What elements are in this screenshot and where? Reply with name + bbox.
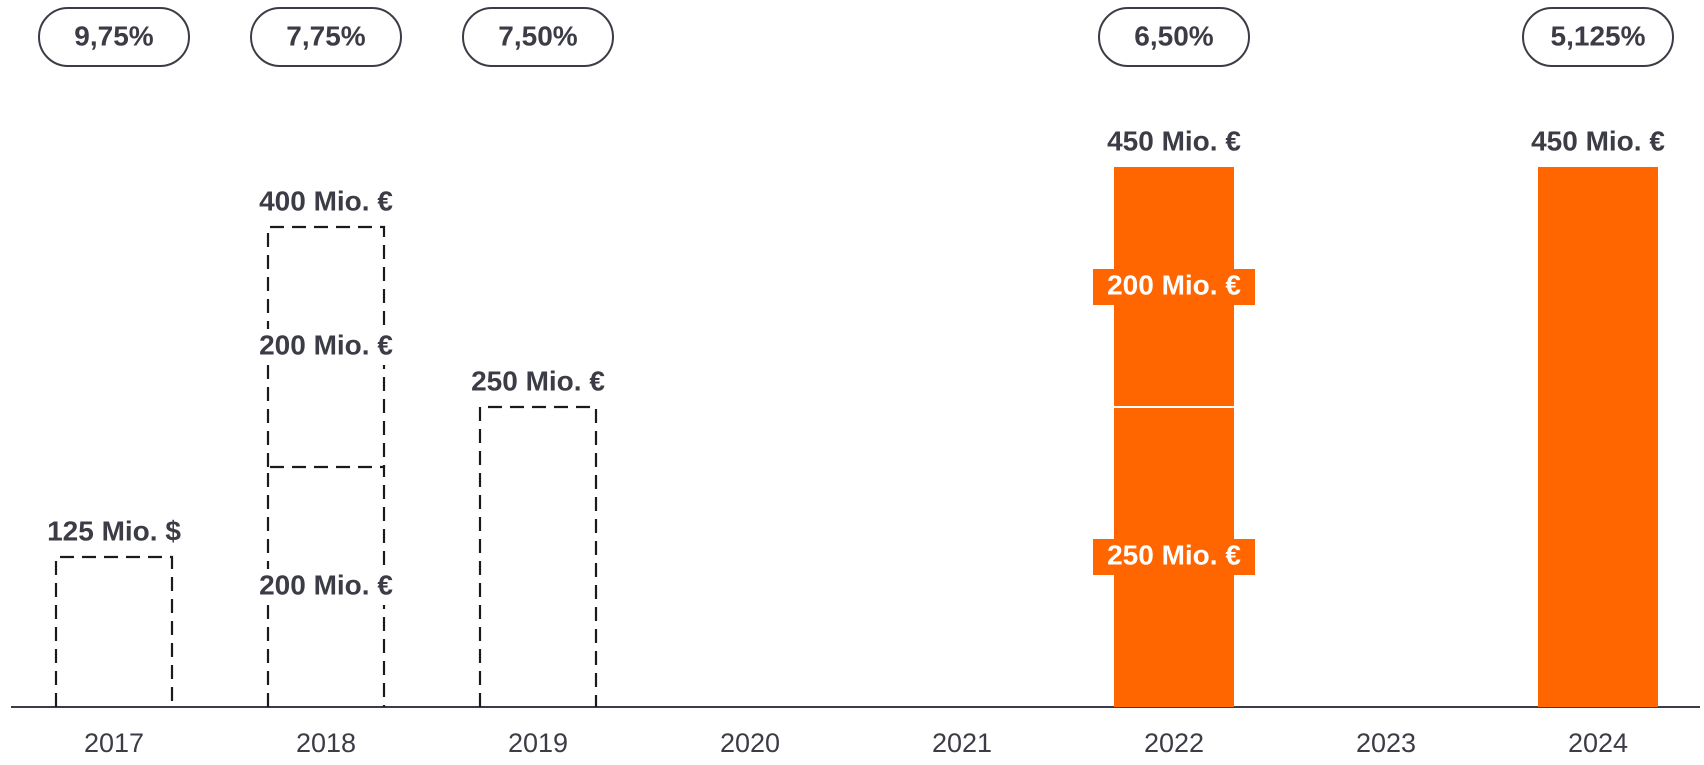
total-label: 450 Mio. € xyxy=(1531,125,1665,156)
total-label: 450 Mio. € xyxy=(1107,125,1241,156)
coupon-pill xyxy=(1098,7,1250,67)
coupon-pill xyxy=(462,7,614,67)
coupon-pill xyxy=(1522,7,1674,67)
coupon-label: 9,75% xyxy=(74,20,153,51)
x-tick-label: 2018 xyxy=(296,728,356,758)
x-tick-label: 2021 xyxy=(932,728,992,758)
x-tick-label: 2024 xyxy=(1568,728,1628,758)
x-tick-label: 2017 xyxy=(84,728,144,758)
coupon-label: 5,125% xyxy=(1551,20,1646,51)
x-tick-label: 2022 xyxy=(1144,728,1204,758)
coupon-pill xyxy=(250,7,402,67)
total-label: 125 Mio. $ xyxy=(47,515,181,546)
label-bg xyxy=(1093,269,1255,305)
bar-segment xyxy=(1538,167,1658,707)
total-label: 400 Mio. € xyxy=(259,185,393,216)
segment-label: 200 Mio. € xyxy=(1107,269,1241,300)
label-bg xyxy=(1093,539,1255,575)
segment-label: 200 Mio. € xyxy=(259,569,393,600)
x-tick-label: 2019 xyxy=(508,728,568,758)
total-label: 250 Mio. € xyxy=(471,365,605,396)
segment-label: 200 Mio. € xyxy=(259,329,393,360)
x-tick-label: 2020 xyxy=(720,728,780,758)
segment-label: 250 Mio. € xyxy=(1107,539,1241,570)
coupon-label: 7,50% xyxy=(498,20,577,51)
coupon-label: 7,75% xyxy=(286,20,365,51)
bar-segment xyxy=(478,405,598,707)
bar-segment xyxy=(54,555,174,707)
label-bg xyxy=(245,569,407,605)
coupon-pill xyxy=(38,7,190,67)
coupon-label: 6,50% xyxy=(1134,20,1213,51)
x-tick-label: 2023 xyxy=(1356,728,1416,758)
label-bg xyxy=(245,329,407,365)
